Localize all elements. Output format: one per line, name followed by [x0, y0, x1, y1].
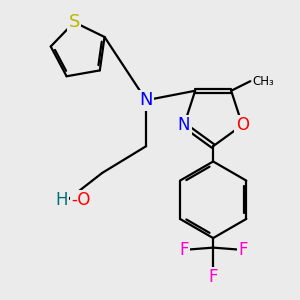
- Text: CH₃: CH₃: [252, 75, 274, 88]
- Text: N: N: [178, 116, 190, 134]
- Text: -O: -O: [71, 191, 90, 209]
- Text: H: H: [55, 191, 68, 209]
- Text: N: N: [140, 91, 153, 109]
- Text: S: S: [68, 13, 80, 31]
- Text: F: F: [179, 241, 188, 259]
- Text: O: O: [236, 116, 249, 134]
- Text: F: F: [208, 268, 218, 286]
- Text: F: F: [238, 241, 247, 259]
